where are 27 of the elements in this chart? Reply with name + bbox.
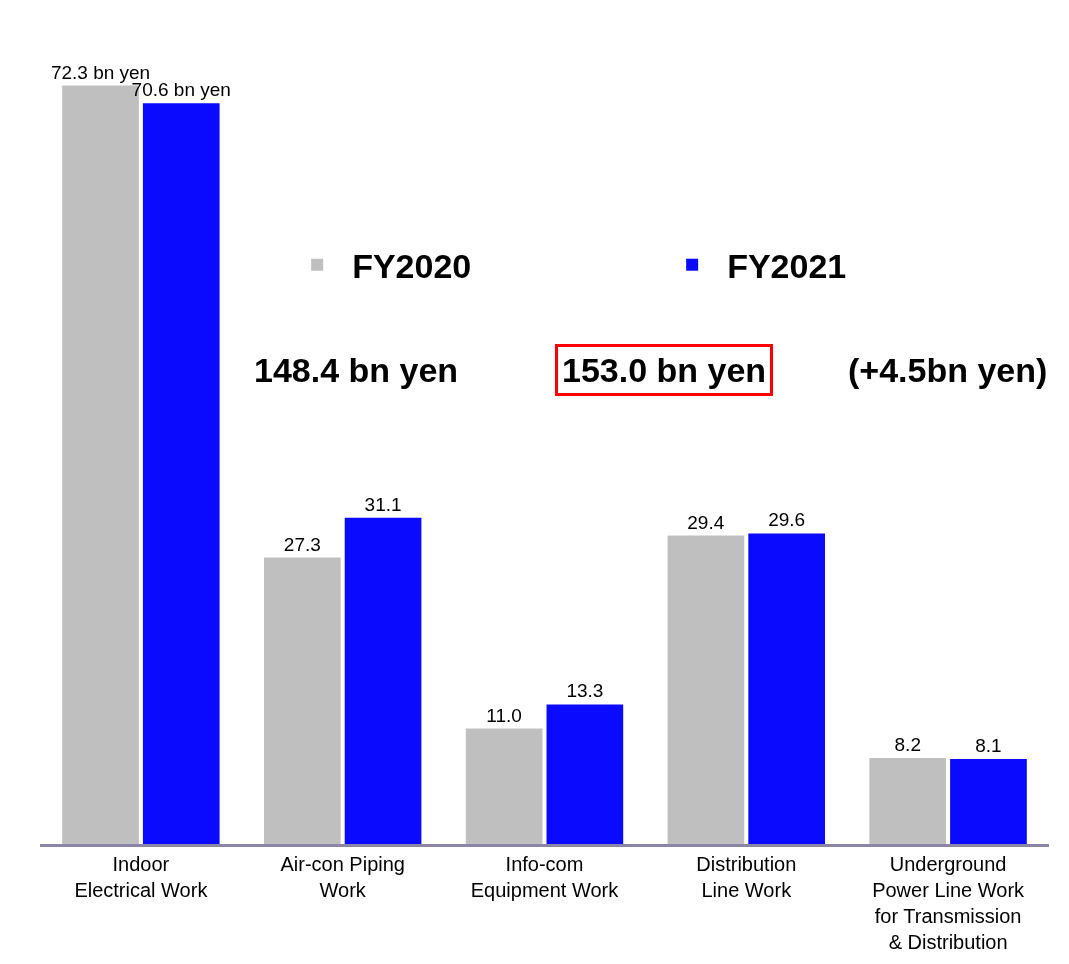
x-tick-label: Distribution Line Work [696,853,797,901]
data-label: 8.1 [975,735,1002,757]
bar [344,517,422,844]
bar [667,535,745,844]
x-tick-label: Air-con Piping Work [280,853,405,901]
bar [465,728,543,844]
bar [546,704,624,844]
bar [264,557,341,844]
bar [142,103,220,844]
data-label: 8.2 [894,733,921,755]
x-tick-label: Underground Power Line Work for Transmission & Distribution [872,853,1026,953]
data-label: 29.6 [768,509,806,531]
data-label: 13.3 [566,680,604,702]
data-label: 11.0 [486,704,522,726]
bar [748,533,825,844]
annotation: (+4.5bn yen) [848,351,1048,389]
x-tick-label: Info-com Equipment Work [470,853,620,901]
data-label: 27.3 [283,533,321,555]
bar [869,757,947,844]
legend-label: FY2021 [727,246,847,285]
annotation: 148.4 bn yen [254,351,459,389]
data-label: 31.1 [364,493,402,515]
legend-label: FY2020 [352,246,472,285]
x-tick-label: Indoor Electrical Work [74,853,209,901]
bar [950,759,1027,844]
data-label: 29.4 [687,511,725,533]
annotation: 153.0 bn yen [562,351,767,389]
